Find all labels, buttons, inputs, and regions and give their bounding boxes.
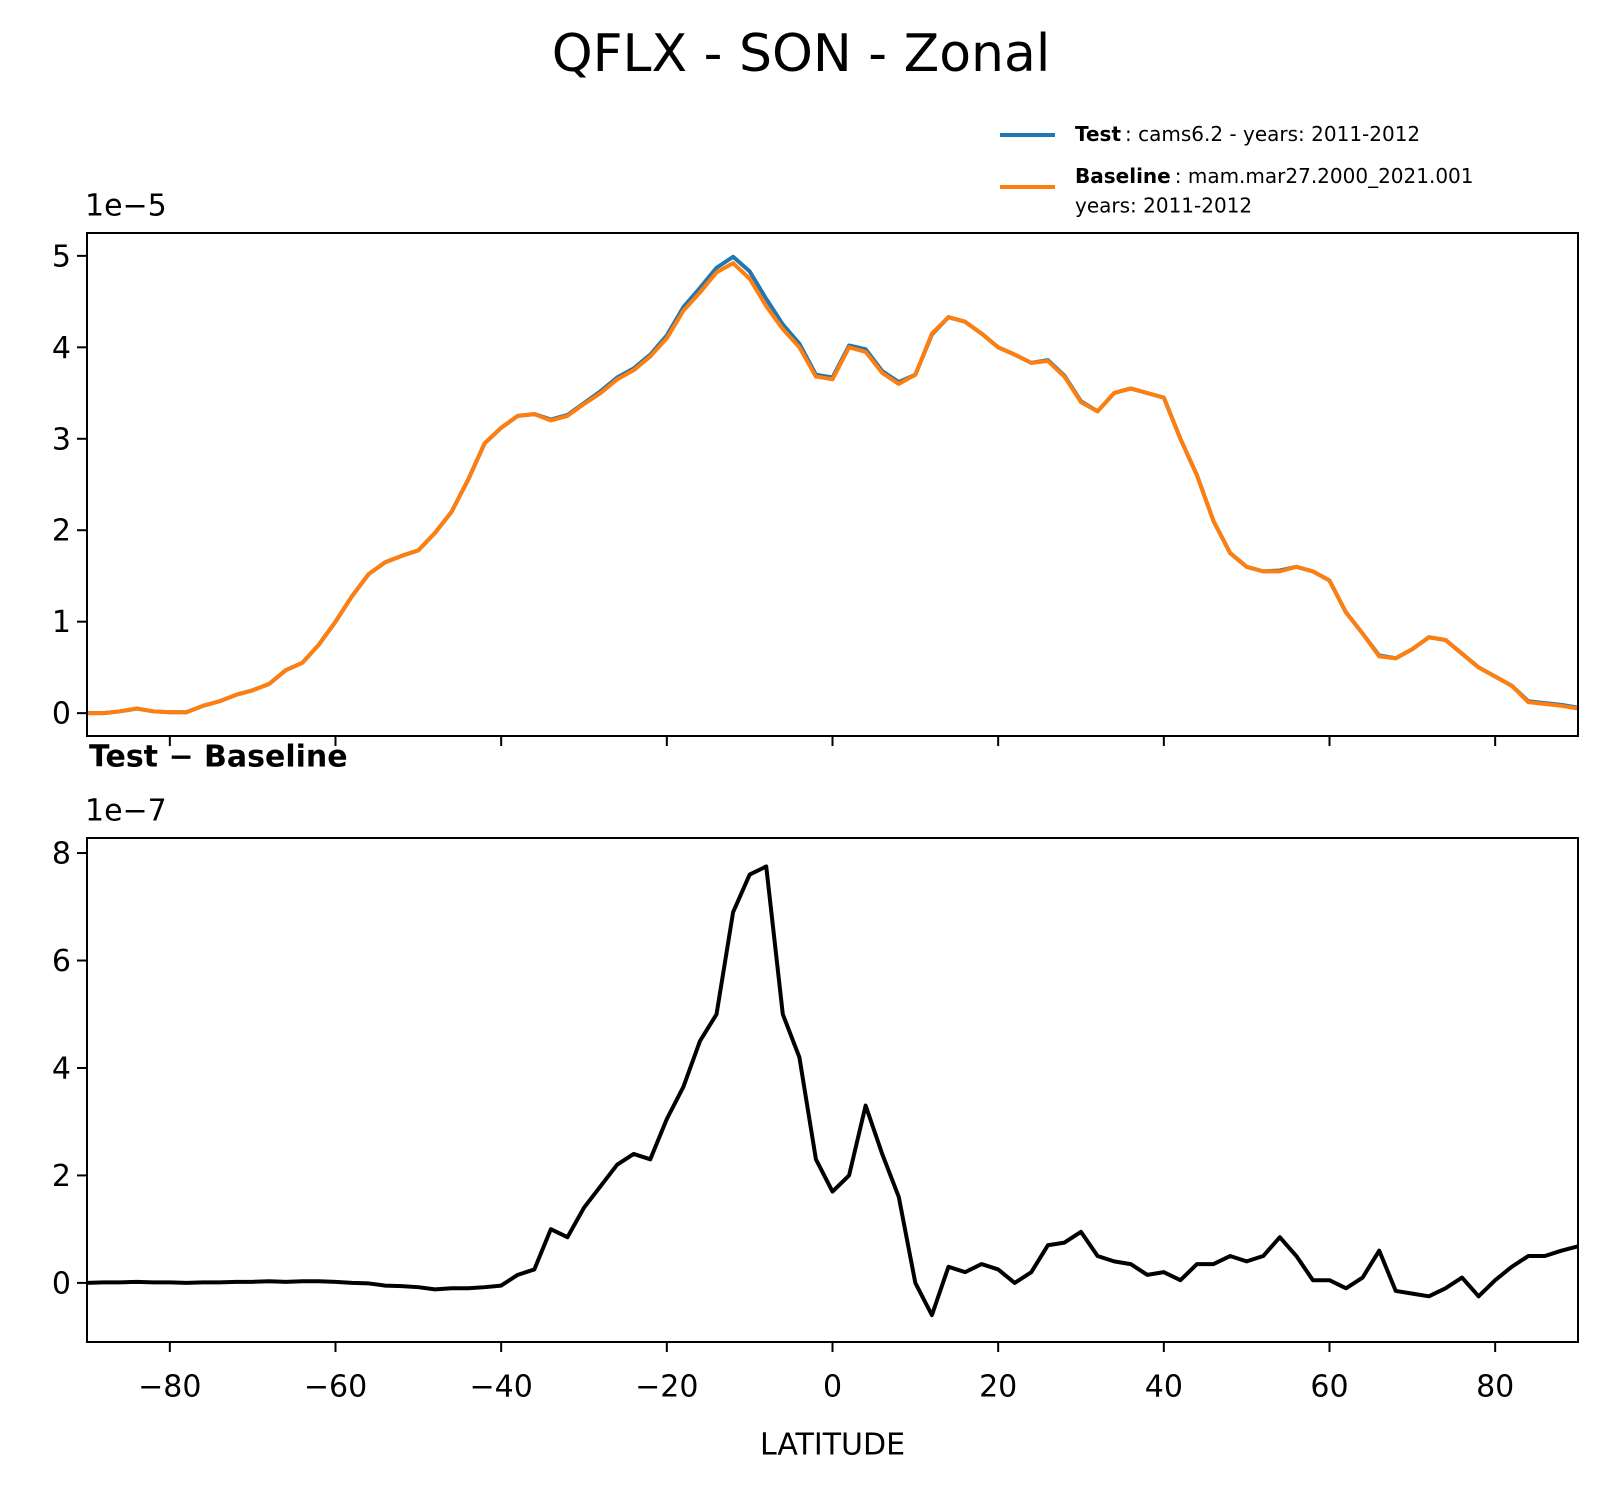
y-tick-label: 0 (52, 697, 71, 732)
x-tick-label: −40 (470, 1370, 533, 1405)
y-tick-label: 6 (52, 944, 71, 979)
y-tick-label: 5 (52, 239, 71, 274)
legend-description: : mam.mar27.2000_2021.001 (1175, 164, 1474, 188)
x-axis-label: LATITUDE (760, 1428, 905, 1463)
x-tick-label: 20 (979, 1370, 1017, 1405)
figure-title: QFLX - SON - Zonal (552, 24, 1051, 84)
legend-label: Baseline: mam.mar27.2000_2021.001 (1075, 164, 1474, 188)
x-tick-label: 80 (1476, 1370, 1514, 1405)
legend-description: : cams6.2 - years: 2011-2012 (1125, 122, 1420, 146)
y-tick-label: 8 (52, 837, 71, 872)
y-tick-label: 4 (52, 331, 71, 366)
offset-label: 1e−7 (85, 794, 167, 829)
legend-label: Test: cams6.2 - years: 2011-2012 (1075, 122, 1420, 146)
y-tick-label: 2 (52, 514, 71, 549)
x-tick-label: 60 (1310, 1370, 1348, 1405)
x-tick-label: −80 (138, 1370, 201, 1405)
axes-title: Test − Baseline (89, 740, 348, 775)
y-tick-label: 3 (52, 422, 71, 457)
x-tick-label: −20 (635, 1370, 698, 1405)
legend-name: Test (1075, 122, 1121, 146)
x-tick-label: 0 (823, 1370, 842, 1405)
line-series (87, 864, 1578, 1318)
line-series (87, 261, 1578, 716)
x-tick-label: 40 (1145, 1370, 1183, 1405)
offset-label: 1e−5 (85, 189, 167, 224)
y-tick-label: 4 (52, 1051, 71, 1086)
x-tick-label: −60 (304, 1370, 367, 1405)
legend-name: Baseline (1075, 164, 1171, 188)
legend-description: years: 2011-2012 (1075, 194, 1252, 218)
y-tick-label: 1 (52, 605, 71, 640)
y-tick-label: 2 (52, 1159, 71, 1194)
y-tick-label: 0 (52, 1266, 71, 1301)
